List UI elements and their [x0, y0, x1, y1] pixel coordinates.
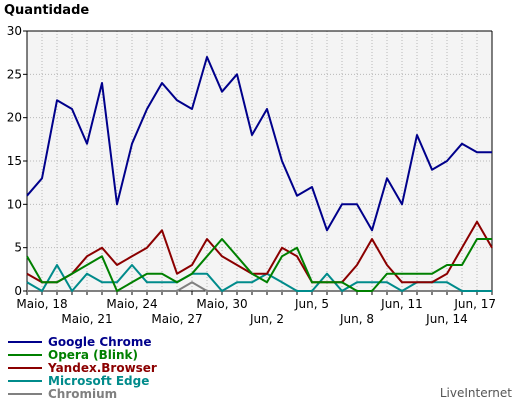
series-line-google-chrome [26, 56, 492, 232]
source-label: LiveInternet [439, 386, 512, 400]
series-line-opera-blink [26, 238, 492, 292]
y-tick-label: 0 [14, 284, 22, 298]
y-tick-label: 15 [7, 154, 22, 168]
legend-label: Opera (Blink) [48, 348, 138, 362]
legend-item-google-chrome: Google Chrome [8, 335, 152, 349]
x-tick-label: Jun, 8 [339, 312, 374, 326]
series-line-chromium [27, 281, 492, 292]
y-tick-label: 25 [7, 67, 22, 81]
legend-swatch [8, 393, 42, 395]
y-tick-label: 5 [14, 241, 22, 255]
legend-swatch [8, 380, 42, 382]
y-axis-title: Quantidade [4, 3, 90, 18]
y-tick-label: 30 [7, 24, 22, 38]
legend-label: Google Chrome [48, 335, 152, 349]
x-tick-label: Jun, 17 [453, 297, 496, 311]
legend-item-chromium: Chromium [8, 387, 117, 401]
y-tick-label: 10 [7, 197, 22, 211]
y-tick-label: 20 [7, 111, 22, 125]
x-tick-label: Jun, 5 [294, 297, 329, 311]
legend-swatch [8, 367, 42, 369]
x-tick-label: Maio, 30 [196, 297, 247, 311]
x-tick-label: Maio, 18 [16, 297, 67, 311]
x-tick-label: Jun, 14 [425, 312, 468, 326]
series-line-yandex-browser [26, 220, 493, 284]
legend-item-yandex-browser: Yandex.Browser [8, 361, 157, 375]
legend-label: Microsoft Edge [48, 374, 150, 388]
legend-swatch [8, 354, 42, 356]
legend-swatch [8, 341, 42, 343]
x-tick-label: Jun, 2 [249, 312, 284, 326]
x-tick-label: Maio, 21 [61, 312, 112, 326]
legend-item-microsoft-edge: Microsoft Edge [8, 374, 149, 388]
x-tick-label: Maio, 24 [106, 297, 157, 311]
legend-label: Chromium [48, 387, 118, 401]
x-tick-label: Maio, 27 [151, 312, 202, 326]
legend-label: Yandex.Browser [48, 361, 157, 375]
x-tick-label: Jun, 11 [380, 297, 423, 311]
legend-item-opera-blink: Opera (Blink) [8, 348, 138, 362]
